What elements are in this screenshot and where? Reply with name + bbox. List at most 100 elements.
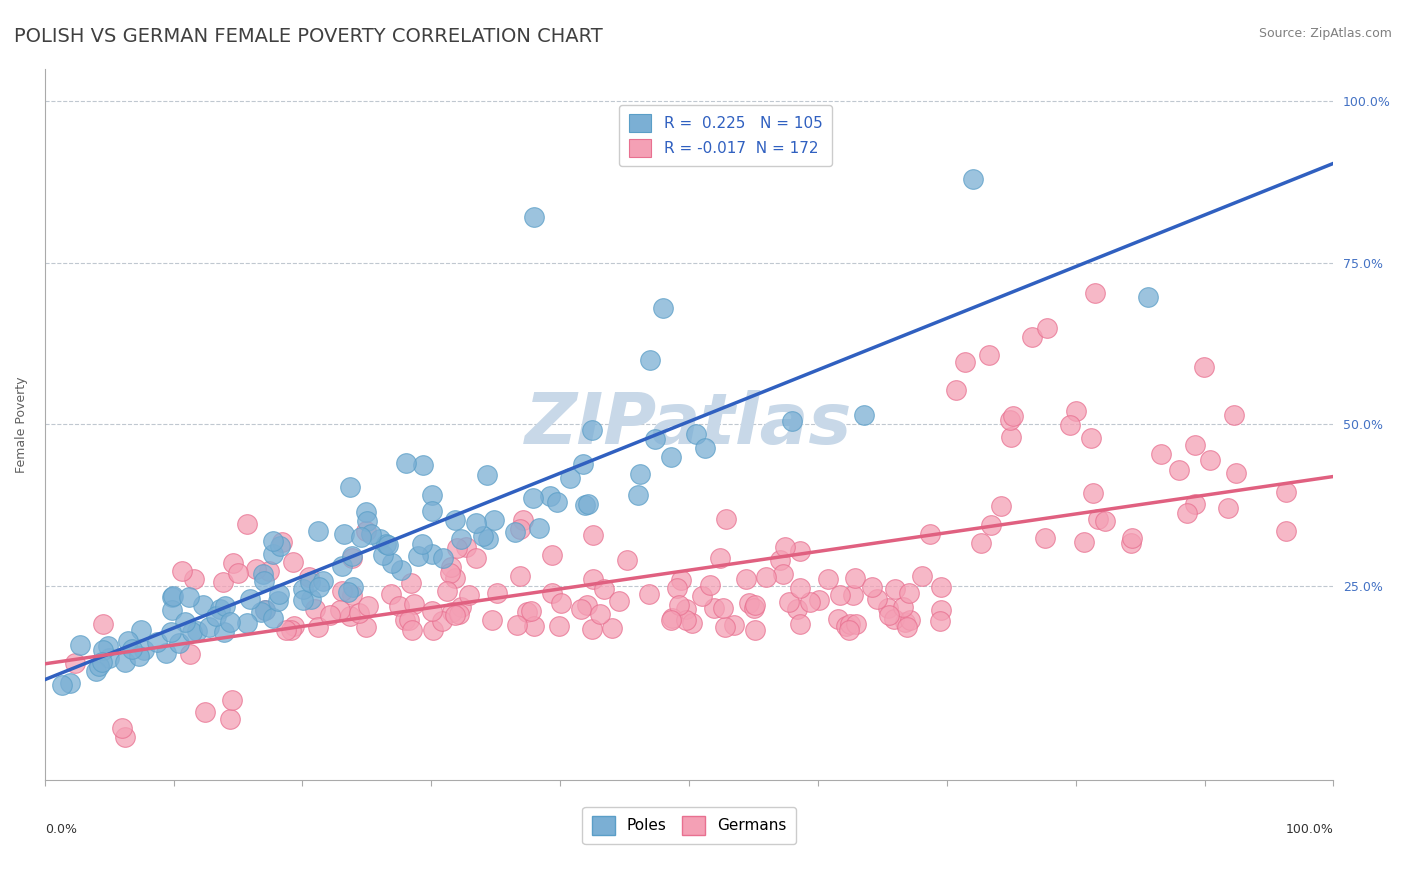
Point <box>980 518 1002 533</box>
Point <box>481 613 503 627</box>
Point <box>512 513 534 527</box>
Point <box>894 615 917 629</box>
Point <box>89 659 111 673</box>
Point <box>388 599 411 613</box>
Point <box>375 537 398 551</box>
Point <box>333 526 356 541</box>
Point <box>1087 512 1109 526</box>
Point <box>420 547 443 561</box>
Point <box>945 384 967 398</box>
Point <box>214 599 236 613</box>
Point <box>114 730 136 744</box>
Point <box>523 211 546 225</box>
Point <box>128 648 150 663</box>
Point <box>398 613 420 627</box>
Point <box>134 642 156 657</box>
Point <box>209 602 232 616</box>
Point <box>191 599 214 613</box>
Point <box>299 592 322 607</box>
Point <box>1225 466 1247 480</box>
Point <box>506 618 529 632</box>
Point <box>111 721 134 735</box>
Point <box>354 524 377 538</box>
Point <box>330 584 353 599</box>
Point <box>970 536 993 550</box>
Point <box>262 611 284 625</box>
Text: 0.0%: 0.0% <box>45 823 77 836</box>
Point <box>883 611 905 625</box>
Point <box>576 497 599 511</box>
Point <box>349 529 371 543</box>
Y-axis label: Female Poverty: Female Poverty <box>15 376 28 473</box>
Point <box>1192 360 1215 375</box>
Point <box>1080 431 1102 445</box>
Point <box>929 603 952 617</box>
Point <box>446 541 468 555</box>
Point <box>51 678 73 692</box>
Point <box>91 643 114 657</box>
Point <box>420 488 443 502</box>
Point <box>394 456 416 470</box>
Point <box>581 423 603 437</box>
Point <box>97 651 120 665</box>
Point <box>716 512 738 526</box>
Point <box>269 539 291 553</box>
Point <box>839 617 862 632</box>
Text: ZIPatlas: ZIPatlas <box>526 390 852 458</box>
Point <box>538 489 561 503</box>
Point <box>464 551 486 566</box>
Point <box>509 522 531 536</box>
Point <box>520 604 543 618</box>
Point <box>844 571 866 585</box>
Point <box>464 516 486 531</box>
Point <box>876 601 898 615</box>
Point <box>235 517 257 532</box>
Point <box>685 427 707 442</box>
Point <box>404 597 426 611</box>
Point <box>198 619 221 633</box>
Point <box>735 572 758 586</box>
Point <box>222 556 245 570</box>
Point <box>1275 484 1298 499</box>
Point <box>205 609 228 624</box>
Point <box>482 513 505 527</box>
Point <box>439 566 461 581</box>
Point <box>342 580 364 594</box>
Point <box>699 577 721 591</box>
Point <box>298 574 321 589</box>
Point <box>546 495 568 509</box>
Point <box>1084 285 1107 300</box>
Point <box>340 551 363 566</box>
Point <box>592 582 614 596</box>
Point <box>340 588 363 602</box>
Point <box>59 676 82 690</box>
Text: Source: ZipAtlas.com: Source: ZipAtlas.com <box>1258 27 1392 40</box>
Point <box>1001 409 1024 424</box>
Point <box>509 569 531 583</box>
Point <box>817 572 839 586</box>
Point <box>807 593 830 607</box>
Point <box>114 655 136 669</box>
Point <box>860 580 883 594</box>
Point <box>420 604 443 618</box>
Point <box>1223 408 1246 422</box>
Point <box>609 594 631 608</box>
Point <box>1033 531 1056 545</box>
Point <box>336 585 359 599</box>
Point <box>1137 290 1160 304</box>
Point <box>281 555 304 569</box>
Point <box>422 623 444 637</box>
Point <box>918 527 941 541</box>
Point <box>117 633 139 648</box>
Point <box>713 620 735 634</box>
Point <box>450 532 472 546</box>
Point <box>432 550 454 565</box>
Point <box>159 625 181 640</box>
Point <box>221 692 243 706</box>
Point <box>659 613 682 627</box>
Point <box>866 592 889 607</box>
Point <box>541 548 564 562</box>
Point <box>896 620 918 634</box>
Point <box>432 614 454 628</box>
Point <box>1175 507 1198 521</box>
